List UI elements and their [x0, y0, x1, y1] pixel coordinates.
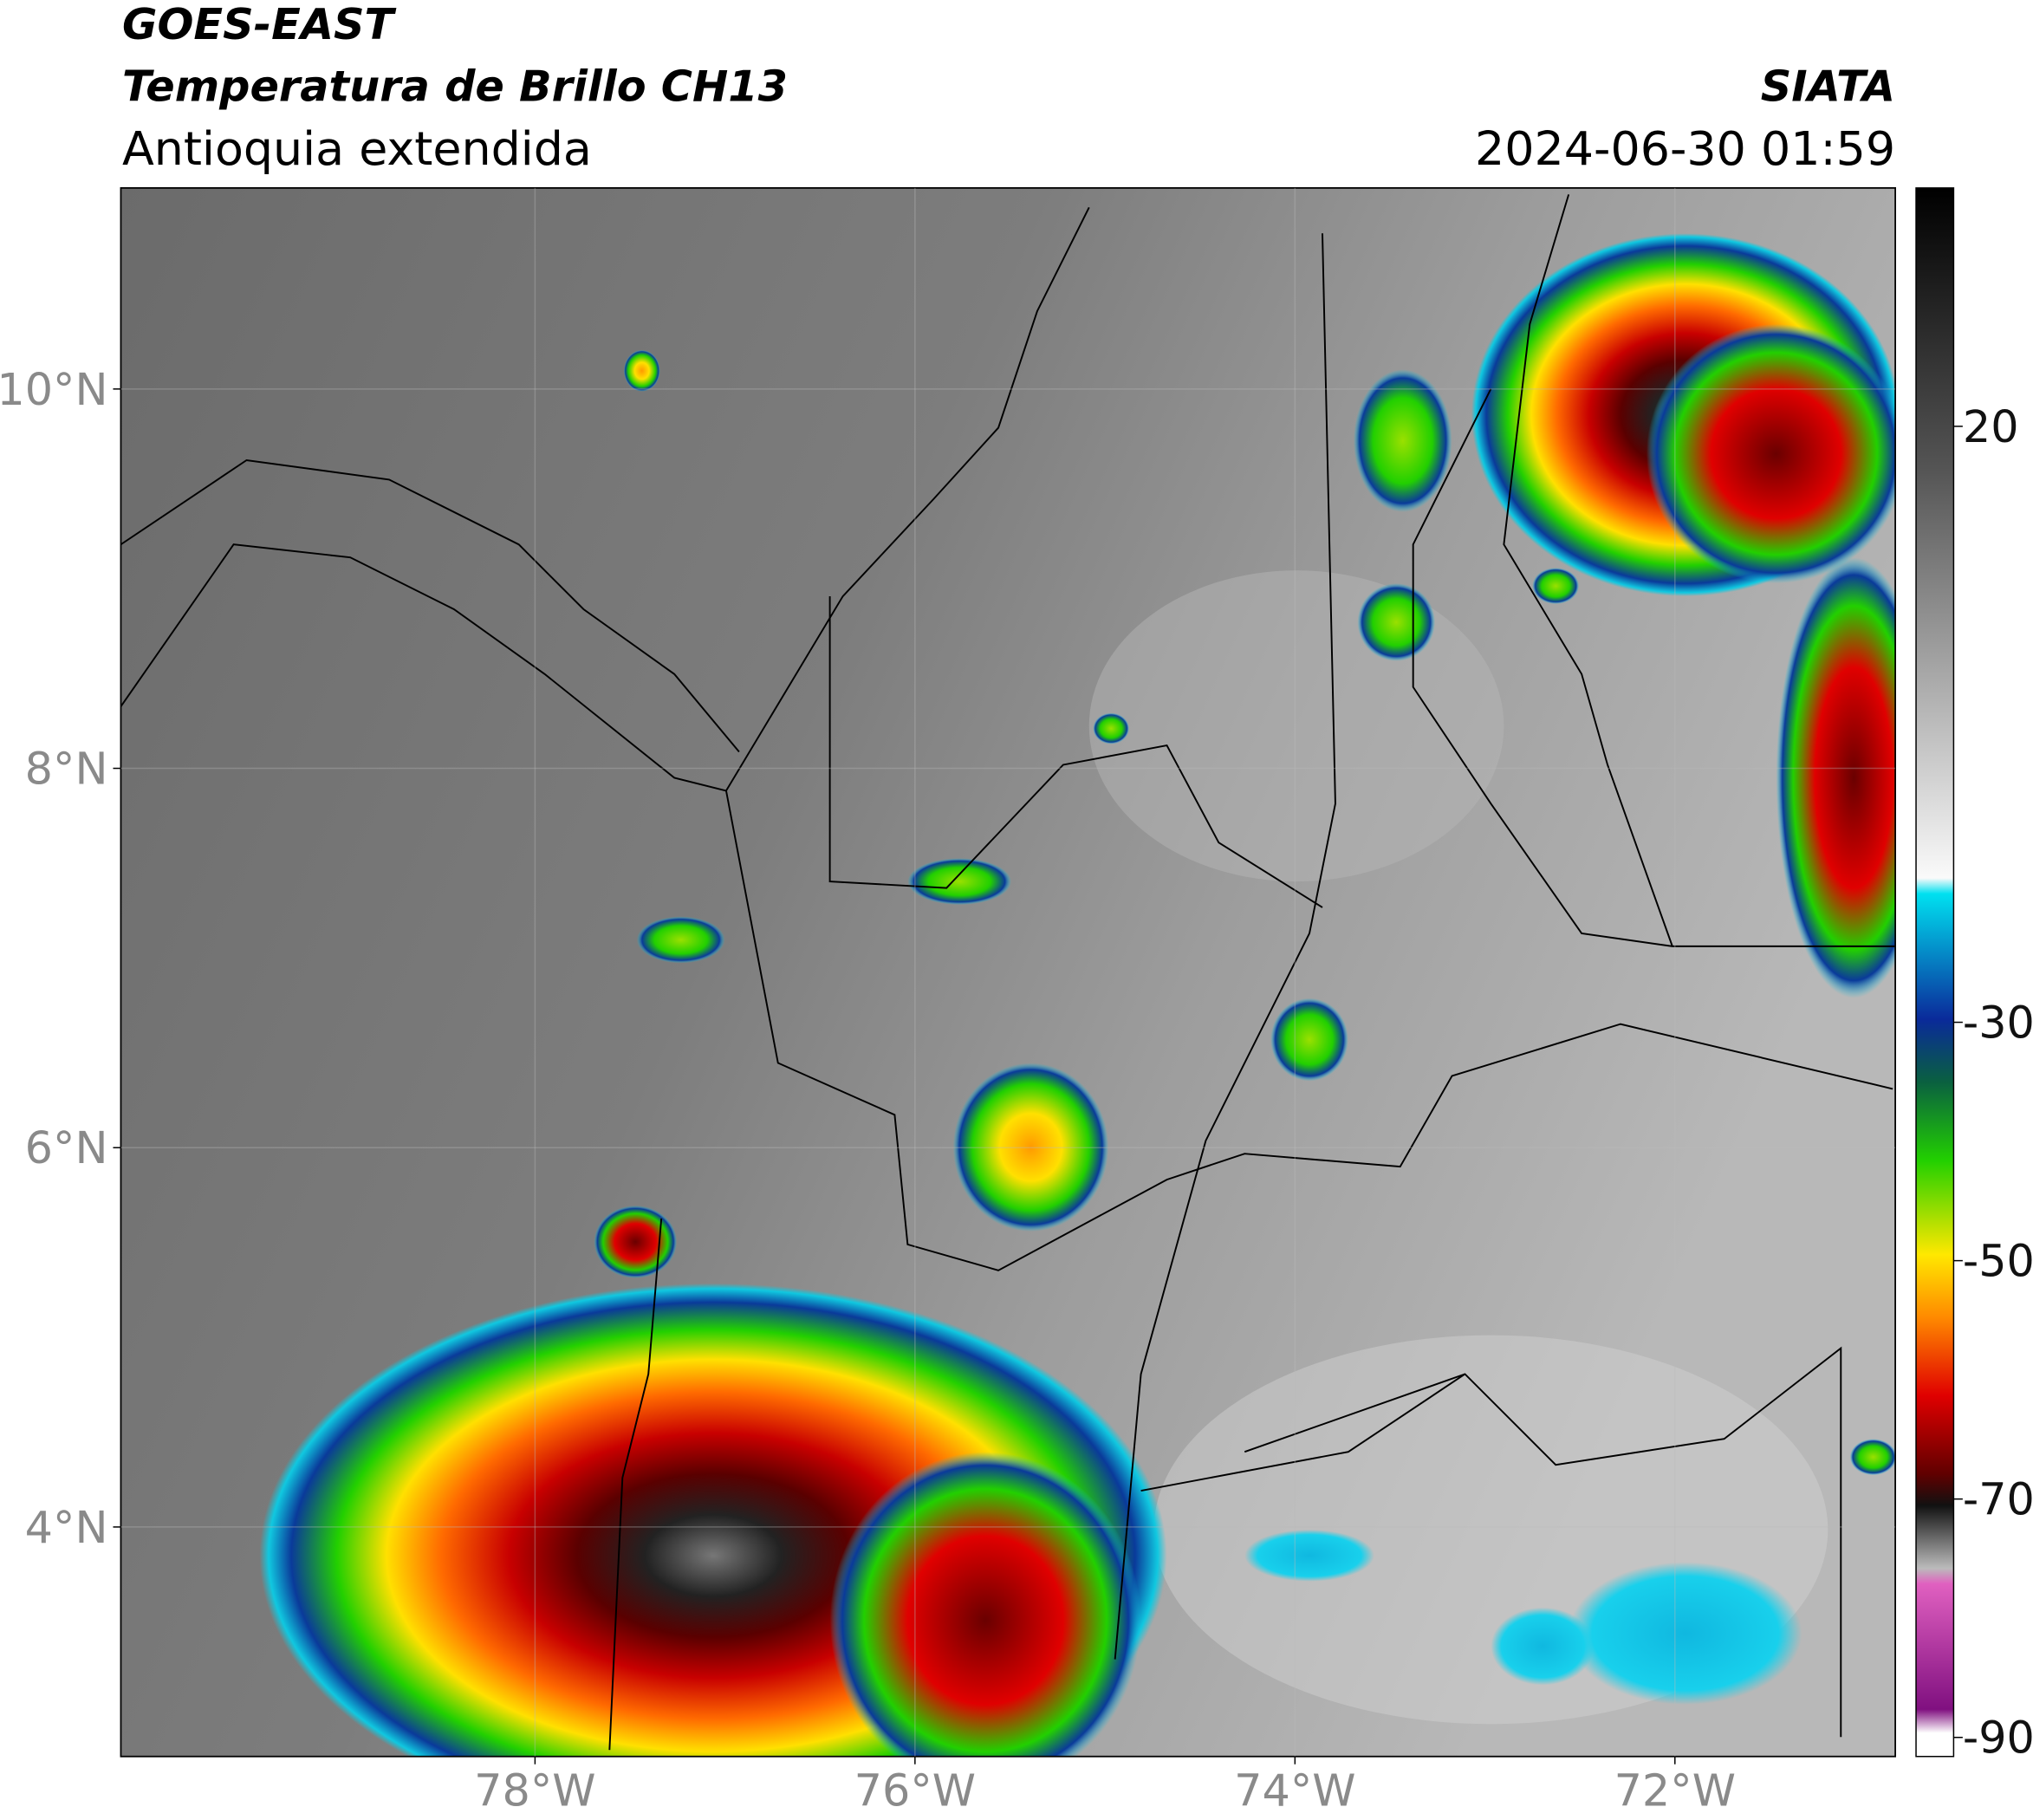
lon-tick-label: 76°W	[854, 1765, 976, 1817]
lat-tick-label: 8°N	[25, 743, 108, 794]
lon-tick-label: 74°W	[1234, 1765, 1355, 1817]
colorbar-tick-label: 20	[1963, 401, 2019, 452]
lon-tick-label: 72°W	[1614, 1765, 1736, 1817]
colorbar-tick-label: -70	[1963, 1474, 2033, 1525]
region: Antioquia extendida	[122, 121, 592, 176]
lat-tick-label: 4°N	[25, 1502, 108, 1553]
lat-tick-label: 10°N	[0, 364, 107, 415]
colorbar	[1915, 187, 1955, 1758]
colorbar-tick-label: -30	[1963, 998, 2033, 1049]
colorbar-tick-label: -50	[1963, 1236, 2033, 1287]
imagery	[120, 187, 1896, 1757]
colorbar-tick-label: -90	[1963, 1713, 2033, 1764]
datetime: 2024-06-30 01:59	[1475, 121, 1895, 176]
map-frame	[120, 186, 1896, 1758]
satellite: GOES-EAST	[122, 0, 397, 49]
product: Temperatura de Brillo CH13	[122, 62, 788, 112]
source: SIATA	[1761, 62, 1895, 112]
lon-tick-label: 78°W	[474, 1765, 595, 1817]
lat-tick-label: 6°N	[25, 1122, 108, 1173]
